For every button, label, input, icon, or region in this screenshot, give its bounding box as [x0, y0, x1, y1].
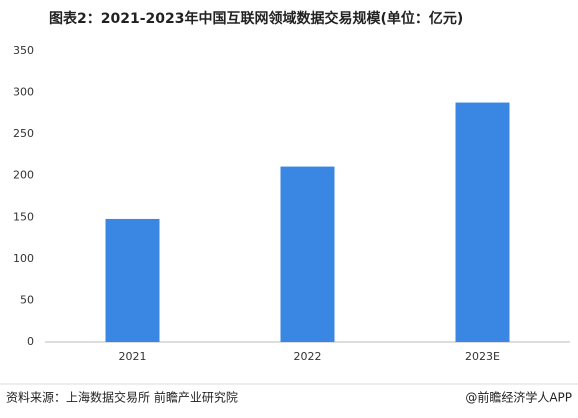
- x-tick-label: 2021: [119, 350, 147, 363]
- y-tick-label: 50: [20, 293, 34, 306]
- y-tick-label: 250: [13, 127, 34, 140]
- x-tick-label: 2022: [294, 350, 322, 363]
- y-tick-label: 350: [13, 44, 34, 57]
- bar: [455, 102, 510, 342]
- chart-title: 图表2：2021-2023年中国互联网领域数据交易规模(单位：亿元): [49, 10, 463, 27]
- bar: [105, 218, 160, 342]
- y-tick-label: 100: [13, 252, 34, 265]
- y-tick-label: 0: [27, 335, 34, 348]
- y-tick-label: 150: [13, 210, 34, 223]
- bar: [280, 166, 335, 342]
- x-tick-label: 2023E: [465, 350, 500, 363]
- y-tick-label: 200: [13, 169, 34, 182]
- source-note: 资料来源：上海数据交易所 前瞻产业研究院: [6, 390, 238, 405]
- y-tick-label: 300: [13, 86, 34, 99]
- credit: @前瞻经济学人APP: [465, 390, 572, 405]
